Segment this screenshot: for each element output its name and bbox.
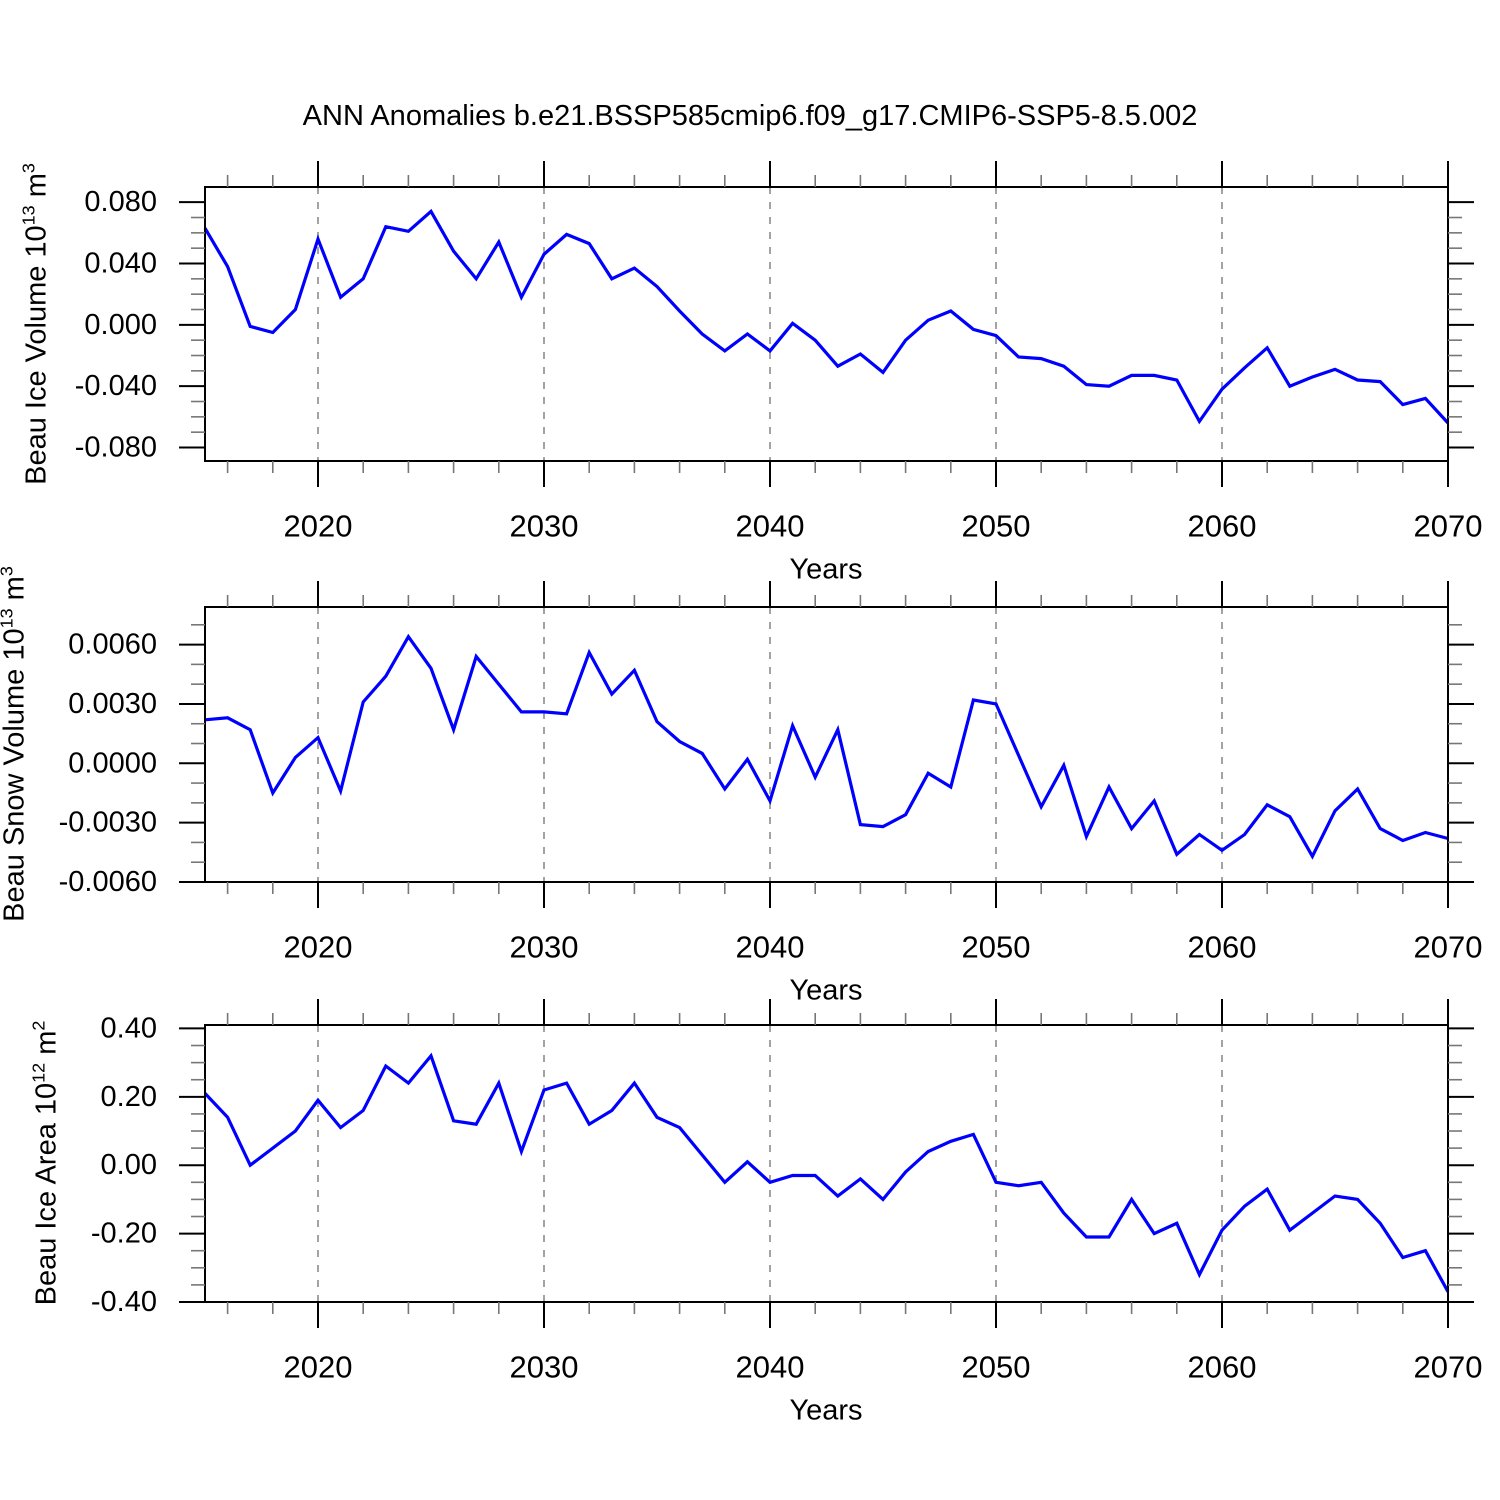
y-tick-label: -0.0060 (59, 866, 157, 898)
y-tick-label: -0.40 (91, 1286, 157, 1318)
x-tick-label: 2020 (284, 509, 353, 544)
ylabel-beau-ice-area: Beau Ice Area 1012 m2 (28, 1020, 63, 1306)
ylabel-beau-snow-volume: Beau Snow Volume 1013 m3 (0, 566, 31, 922)
x-tick-label: 2030 (510, 509, 579, 544)
x-tick-label: 2060 (1188, 930, 1257, 965)
series-line-beau-ice-volume (203, 208, 1450, 425)
y-tick-label: -0.0030 (59, 807, 157, 839)
x-tick-label: 2040 (736, 509, 805, 544)
x-tick-label: 2040 (736, 1350, 805, 1385)
ylabel-superscript: 13 (18, 205, 39, 226)
ylabel-superscript: 12 (28, 1062, 49, 1083)
y-tick-label: 0.0030 (68, 688, 157, 720)
series-line-beau-ice-area (203, 1052, 1450, 1293)
chart-title: ANN Anomalies b.e21.BSSP585cmip6.f09_g17… (302, 100, 1198, 132)
y-tick-label: 0.40 (101, 1012, 157, 1044)
ylabel-superscript: 3 (0, 566, 17, 576)
ylabel-beau-ice-volume: Beau Ice Volume 1013 m3 (18, 163, 53, 485)
y-tick-label: -0.080 (75, 432, 157, 464)
panel-beau-snow-volume: 2020 2030 2040 2050 2060 2070 0.0060 0.0030 0.00… (59, 581, 1483, 965)
x-tick-label: 2070 (1414, 509, 1483, 544)
y-tick-label: 0.0060 (68, 629, 157, 661)
panel-beau-ice-area: 2020 2030 2040 2050 2060 2070 0.40 0.20 0.00 -0.2… (91, 999, 1483, 1385)
y-tick-label: 0.0000 (68, 747, 157, 779)
x-tick-label: 2070 (1414, 930, 1483, 965)
xlabel-years-panel-1: Years (789, 553, 863, 586)
x-tick-label: 2050 (962, 1350, 1031, 1385)
y-tick-label: 0.080 (84, 186, 157, 218)
x-tick-label: 2040 (736, 930, 805, 965)
x-tick-label: 2020 (284, 930, 353, 965)
ylabel-superscript: 2 (28, 1020, 49, 1031)
x-tick-label: 2020 (284, 1350, 353, 1385)
ylabel-superscript: 3 (18, 163, 39, 174)
x-tick-label: 2060 (1188, 509, 1257, 544)
y-tick-label: -0.20 (91, 1218, 157, 1250)
plot-box (204, 606, 1449, 883)
panel-beau-ice-volume: 2020 2030 2040 2050 2060 2070 0.080 0.040 0.000 -… (75, 161, 1483, 544)
x-tick-label: 2050 (962, 509, 1031, 544)
x-tick-label: 2030 (510, 1350, 579, 1385)
y-tick-label: -0.040 (75, 370, 157, 402)
x-tick-label: 2060 (1188, 1350, 1257, 1385)
y-tick-label: 0.00 (101, 1149, 157, 1181)
ylabel-superscript: 13 (0, 608, 17, 629)
x-tick-label: 2030 (510, 930, 579, 965)
plot-box (204, 1024, 1449, 1303)
x-tick-label: 2070 (1414, 1350, 1483, 1385)
series-line-beau-snow-volume (204, 633, 1449, 860)
xlabel-years-panel-3: Years (789, 1394, 863, 1427)
y-tick-label: 0.000 (84, 309, 157, 341)
xlabel-years-panel-2: Years (789, 974, 863, 1007)
y-tick-label: 0.20 (101, 1081, 157, 1113)
x-tick-label: 2050 (962, 930, 1031, 965)
y-tick-label: 0.040 (84, 248, 157, 280)
